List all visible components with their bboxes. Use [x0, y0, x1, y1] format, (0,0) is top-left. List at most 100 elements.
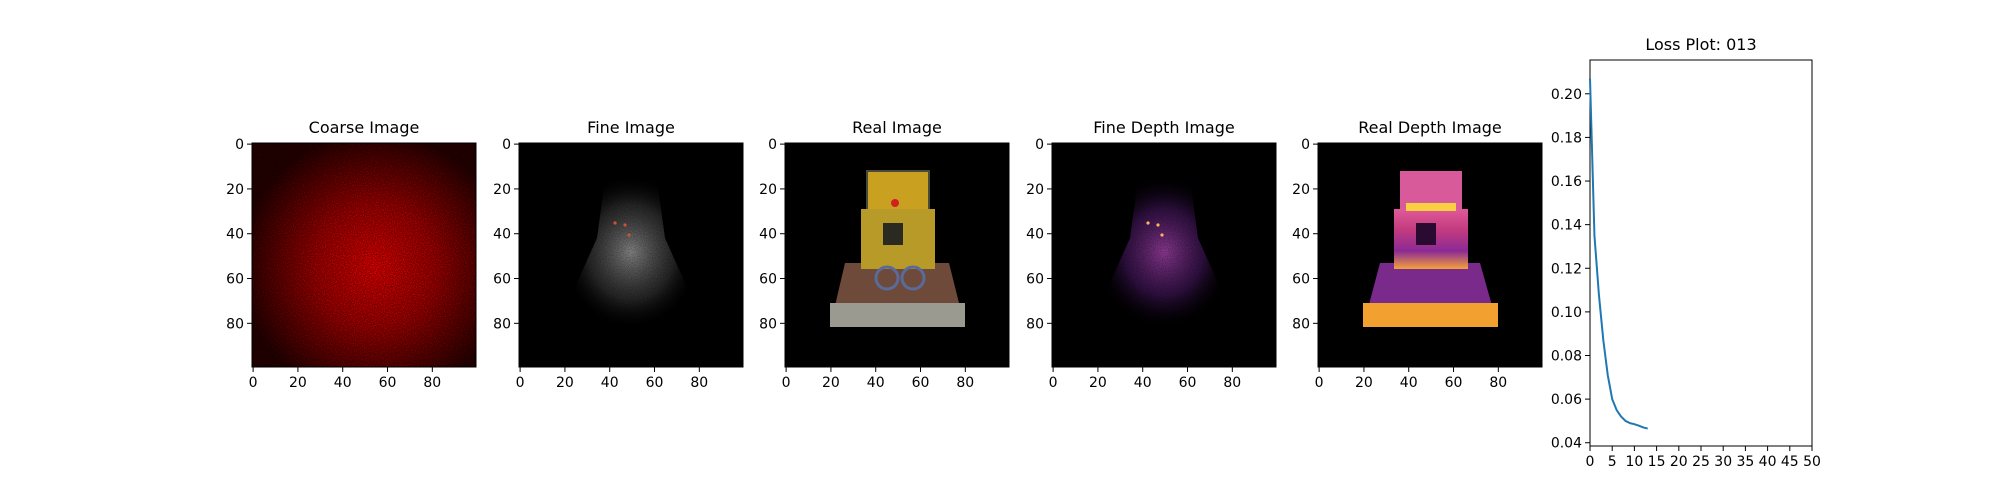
speckle-dot	[1146, 221, 1150, 225]
x-tick-label: 80	[690, 375, 708, 391]
y-tick-label: 40	[493, 227, 511, 243]
y-tick-label: 0.12	[1551, 261, 1582, 277]
y-tick-label: 40	[226, 227, 244, 243]
speckle-dot	[613, 221, 617, 225]
bulldozer-blade	[830, 303, 965, 327]
panel-title: Real Image	[852, 118, 942, 137]
y-tick-label: 0.10	[1551, 305, 1582, 321]
y-tick-label: 0	[1035, 137, 1044, 153]
y-tick-label: 0	[1301, 137, 1310, 153]
x-tick-label: 80	[1489, 375, 1507, 391]
chart-title: Loss Plot: 013	[1645, 35, 1756, 54]
speckle-overlay	[1052, 143, 1276, 367]
panel-2: Fine Image 0 20 40 60 80 0 20 40 60 80	[493, 118, 744, 391]
y-tick-label: 0.18	[1551, 130, 1582, 146]
x-tick-label: 0	[1049, 375, 1058, 391]
x-tick-label: 40	[1400, 375, 1418, 391]
x-tick-label: 25	[1692, 454, 1710, 470]
y-tick-label: 0.08	[1551, 348, 1582, 364]
y-tick-label: 80	[1292, 316, 1310, 332]
panel-1: Coarse Image 0 20 40 60 80 0 20 40 60 80	[226, 118, 477, 391]
x-tick-label: 60	[646, 375, 664, 391]
panel-frame	[1317, 142, 1543, 368]
y-tick-label: 0.20	[1551, 87, 1582, 103]
panel-5: Real Depth Image 0 20 40 60 80 0 20 40 60 80	[1292, 118, 1543, 391]
panel-title: Coarse Image	[309, 118, 420, 137]
y-tick-label: 20	[226, 182, 244, 198]
x-tick-label: 20	[556, 375, 574, 391]
y-tick-label: 20	[493, 182, 511, 198]
x-tick-label: 40	[334, 375, 352, 391]
x-tick-label: 30	[1714, 454, 1732, 470]
depth-highlight	[1406, 203, 1456, 211]
number-plate	[883, 223, 903, 245]
panel-title: Fine Depth Image	[1093, 118, 1234, 137]
x-tick-label: 20	[1670, 454, 1688, 470]
depth-plate	[1416, 223, 1436, 245]
y-tick-label: 60	[226, 272, 244, 288]
x-tick-label: 40	[601, 375, 619, 391]
y-tick-label: 80	[1026, 316, 1044, 332]
wheel-left	[874, 265, 900, 291]
y-tick-label: 80	[493, 316, 511, 332]
x-tick-label: 5	[1608, 454, 1617, 470]
y-tick-label: 60	[1026, 272, 1044, 288]
speckle-dot	[627, 233, 631, 237]
panel-frame	[251, 142, 477, 368]
y-tick-label: 80	[759, 316, 777, 332]
noise-overlay	[252, 143, 476, 367]
x-tick-label: 50	[1803, 454, 1821, 470]
y-tick-label: 20	[759, 182, 777, 198]
y-tick-label: 0.06	[1551, 392, 1582, 408]
x-tick-label: 10	[1625, 454, 1643, 470]
depth-blade	[1363, 303, 1498, 327]
panel-frame	[784, 142, 1010, 368]
panel-4: Fine Depth Image 0 20 40 60 80 0 20 40 60 80	[1026, 118, 1277, 391]
y-tick-label: 0	[502, 137, 511, 153]
x-tick-label: 35	[1736, 454, 1754, 470]
x-tick-label: 20	[1089, 375, 1107, 391]
y-tick-label: 0	[235, 137, 244, 153]
panel-frame	[518, 142, 744, 368]
y-tick-label: 60	[1292, 272, 1310, 288]
y-tick-label: 40	[1292, 227, 1310, 243]
wheel-right	[900, 265, 926, 291]
x-tick-label: 40	[867, 375, 885, 391]
speckle-dot	[1160, 233, 1164, 237]
x-tick-label: 20	[289, 375, 307, 391]
y-tick-label: 0	[768, 137, 777, 153]
loss-series-line	[1589, 78, 1648, 430]
y-tick-label: 20	[1292, 182, 1310, 198]
x-tick-label: 40	[1134, 375, 1152, 391]
y-tick-label: 60	[759, 272, 777, 288]
speckle-dot	[1156, 223, 1160, 227]
x-tick-label: 60	[1445, 375, 1463, 391]
x-tick-label: 20	[822, 375, 840, 391]
y-tick-label: 0.16	[1551, 174, 1582, 190]
plot-frame	[1589, 59, 1813, 447]
y-tick-label: 0.14	[1551, 218, 1582, 234]
x-tick-label: 80	[956, 375, 974, 391]
x-tick-label: 0	[249, 375, 258, 391]
x-tick-label: 80	[423, 375, 441, 391]
y-tick-label: 80	[226, 316, 244, 332]
x-tick-label: 20	[1355, 375, 1373, 391]
y-tick-label: 40	[1026, 227, 1044, 243]
x-tick-label: 45	[1781, 454, 1799, 470]
x-tick-label: 60	[1179, 375, 1197, 391]
x-tick-label: 60	[379, 375, 397, 391]
speckle-dot	[623, 223, 627, 227]
y-tick-label: 40	[759, 227, 777, 243]
panel-3: Real Image 0 20 40 60 80 0 20 40 60 80	[759, 118, 1010, 391]
x-tick-label: 0	[782, 375, 791, 391]
panel-title: Real Depth Image	[1358, 118, 1502, 137]
x-tick-label: 15	[1648, 454, 1666, 470]
x-tick-label: 0	[516, 375, 525, 391]
x-tick-label: 40	[1759, 454, 1777, 470]
x-tick-label: 0	[1315, 375, 1324, 391]
loss-plot: Loss Plot: 013 0 5 10 15 20 25 30 35 40 45 50 0.04 0.…	[1551, 35, 1821, 470]
y-tick-label: 0.04	[1551, 436, 1582, 452]
x-tick-label: 60	[912, 375, 930, 391]
